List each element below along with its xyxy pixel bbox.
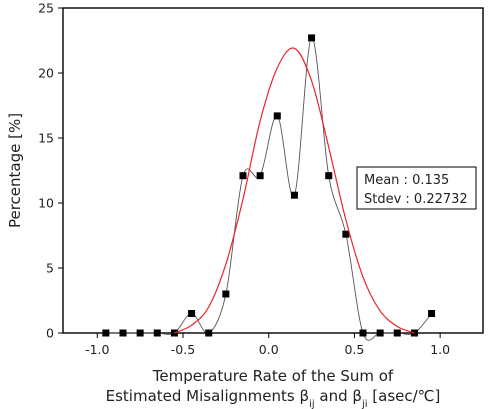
- x-axis-label-line-2: Estimated Misalignments βij and βji [ase…: [106, 387, 441, 409]
- data-point-marker: [256, 172, 264, 180]
- x-tick-label: 0.5: [344, 342, 364, 357]
- plot-frame: [62, 7, 484, 334]
- y-tick-label: 10: [38, 196, 54, 211]
- data-point-marker: [273, 112, 281, 120]
- data-point-marker: [188, 310, 196, 317]
- x-axis-label-prefix: Estimated Misalignments β: [106, 387, 309, 405]
- data-point-marker: [290, 191, 298, 199]
- data-point-marker: [342, 230, 350, 238]
- data-point-marker: [136, 329, 144, 337]
- x-axis-label-mid: and β: [315, 387, 362, 405]
- x-axis-label-subscript-ij: ij: [309, 399, 315, 409]
- x-tick-label: 0.0: [259, 342, 279, 357]
- y-tick-label: 20: [38, 66, 54, 81]
- data-point-marker: [359, 329, 367, 337]
- y-tick-label: 5: [46, 261, 54, 276]
- y-tick-label: 25: [38, 1, 54, 16]
- data-point-marker: [393, 329, 401, 337]
- series-normal-fit-line: [174, 47, 415, 334]
- series-measured: [102, 34, 436, 341]
- y-tick-label: 0: [46, 326, 54, 341]
- x-axis-label-line-1: Temperature Rate of the Sum of: [152, 367, 394, 385]
- legend-mean: Mean : 0.135: [364, 173, 449, 188]
- data-point-marker: [325, 172, 333, 180]
- x-tick-label: 1.0: [430, 342, 450, 357]
- x-axis-label-subscript-ji: ji: [361, 399, 368, 409]
- axes: -1.0 -0.5 0.0 0.5 1.0 0 5 10 15 20 25: [38, 1, 450, 358]
- data-point-marker: [205, 329, 213, 337]
- plot-area: [62, 7, 484, 334]
- series-normal-fit: [174, 47, 415, 334]
- data-point-marker: [102, 329, 110, 337]
- data-point-marker: [308, 34, 316, 42]
- data-point-marker: [153, 329, 161, 337]
- data-point-marker: [376, 329, 384, 337]
- legend-stdev: Stdev : 0.22732: [364, 192, 468, 207]
- x-axis-label-suffix: [asec/℃]: [368, 387, 441, 405]
- x-tick-label: -1.0: [85, 342, 109, 357]
- data-point-marker: [410, 329, 418, 337]
- data-point-marker: [239, 172, 247, 180]
- data-point-marker: [222, 290, 230, 298]
- legend-box: Mean : 0.135 Stdev : 0.22732: [356, 166, 477, 210]
- y-tick-label: 15: [38, 131, 54, 146]
- y-axis-label: Percentage [%]: [6, 113, 24, 228]
- data-point-marker: [119, 329, 127, 337]
- data-point-marker: [428, 310, 436, 317]
- x-tick-label: -0.5: [171, 342, 195, 357]
- legend-frame: [356, 166, 477, 210]
